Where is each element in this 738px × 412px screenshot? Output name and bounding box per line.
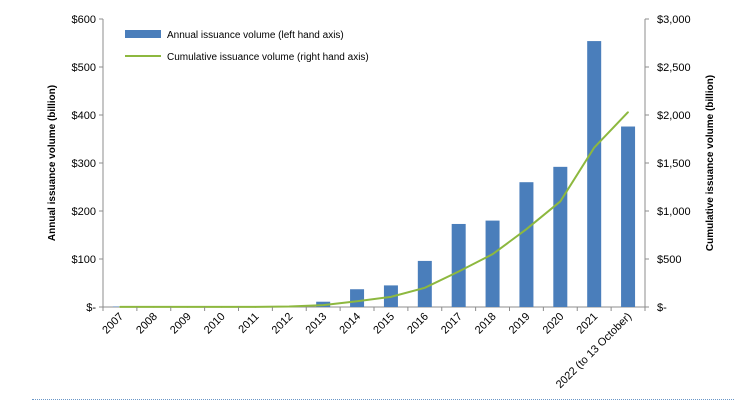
cumulative-point	[186, 306, 189, 308]
cumulative-point	[424, 287, 426, 289]
left-tick-label: $500	[72, 62, 96, 74]
x-tick-label: 2013	[304, 311, 330, 337]
cumulative-point	[119, 306, 121, 308]
cumulative-point	[356, 300, 358, 303]
right-tick-label: $3,000	[657, 14, 691, 26]
cumulative-point	[457, 270, 460, 273]
x-tick-label: 2019	[507, 311, 533, 337]
legend-bar-swatch	[125, 30, 161, 38]
x-tick-label: 2018	[473, 311, 499, 337]
bar-annual-issuance	[350, 289, 365, 307]
cumulative-point	[153, 306, 155, 308]
left-tick-label: $-	[86, 302, 96, 314]
bar-annual-issuance	[417, 260, 432, 307]
cumulative-point	[390, 296, 392, 298]
bar-annual-issuance	[587, 41, 602, 308]
left-tick-label: $300	[72, 158, 96, 170]
left-tick-label: $600	[72, 14, 96, 26]
left-y-ticks: $- $100 $200 $300 $400 $500 $600	[72, 14, 103, 314]
right-tick-label: $-	[657, 302, 667, 314]
legend: Annual issuance volume (left hand axis) …	[125, 30, 369, 63]
cumulative-line-layer	[119, 111, 629, 308]
bar-annual-issuance	[519, 182, 534, 307]
right-tick-label: $2,000	[657, 110, 691, 122]
x-tick-label: 2012	[270, 311, 296, 337]
x-ticks: 2007 2008 2009 2010 2011 2012 2013 2014 2015 2016…	[100, 307, 646, 391]
cumulative-point	[322, 304, 324, 306]
bar-annual-issuance	[621, 126, 636, 308]
right-tick-label: $1,000	[657, 206, 691, 218]
cumulative-point	[491, 253, 494, 255]
x-tick-label: 2020	[541, 311, 567, 337]
x-tick-label: 2009	[168, 311, 194, 337]
x-tick-label: 2011	[236, 311, 261, 336]
x-tick-label: 2008	[134, 311, 160, 337]
right-axis-title: Cumulative issuance volume (billion)	[705, 75, 716, 251]
legend-line-label: Cumulative issuance volume (right hand a…	[167, 52, 369, 63]
left-tick-label: $100	[72, 254, 96, 266]
x-tick-label: 2014	[337, 311, 363, 337]
right-y-ticks: $- $500 $1,000 $1,500 $2,000 $2,500 $3,000	[645, 14, 691, 314]
footer-divider	[32, 399, 734, 400]
bar-annual-issuance	[553, 166, 568, 307]
x-tick-label: 2010	[202, 311, 228, 337]
x-tick-label: 2021	[575, 311, 601, 337]
cumulative-issuance-line	[119, 111, 629, 308]
x-tick-label: 2016	[405, 311, 431, 337]
cumulative-point	[220, 306, 223, 308]
cumulative-point	[288, 305, 291, 308]
right-tick-label: $1,500	[657, 158, 691, 170]
x-tick-label: 2017	[439, 311, 465, 337]
right-tick-label: $2,500	[657, 62, 691, 74]
left-tick-label: $200	[72, 206, 96, 218]
cumulative-point	[525, 228, 528, 231]
legend-bar-label: Annual issuance volume (left hand axis)	[167, 30, 344, 41]
cumulative-point	[627, 111, 629, 113]
cumulative-point	[593, 146, 595, 149]
bar-annual-issuance	[451, 223, 466, 307]
left-tick-label: $400	[72, 110, 96, 122]
right-tick-label: $500	[657, 254, 681, 266]
x-tick-label: 2015	[371, 311, 397, 337]
x-tick-label: 2007	[100, 311, 126, 337]
bar-annual-issuance	[485, 220, 500, 307]
bars	[112, 41, 636, 308]
left-axis-title: Annual issuance volume (billion)	[47, 85, 58, 241]
cumulative-point	[559, 200, 562, 203]
cumulative-point	[254, 306, 257, 308]
